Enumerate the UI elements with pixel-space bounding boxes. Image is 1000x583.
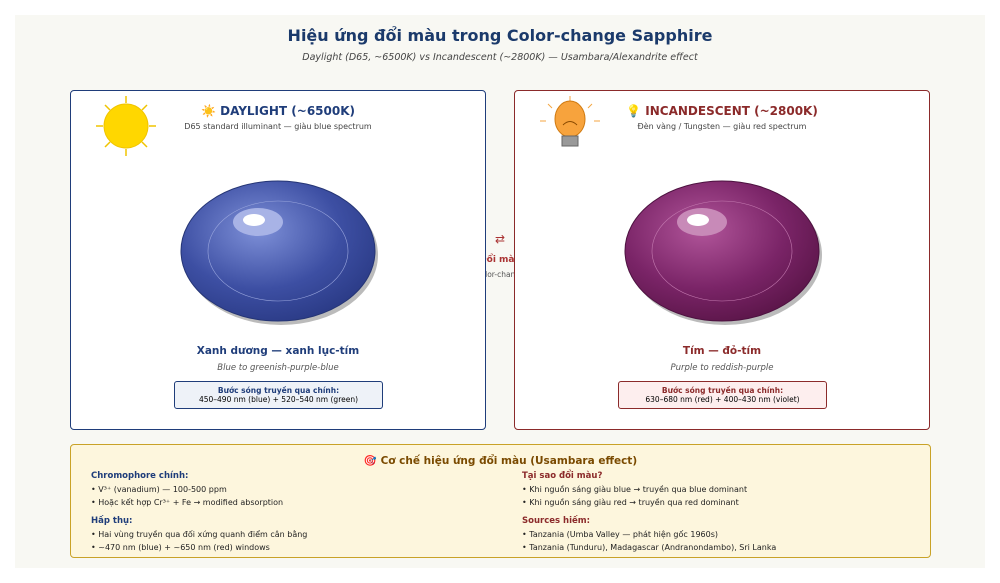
color-english: Blue to greenish-purple-blue xyxy=(217,363,339,373)
box-title: Bước sóng truyền qua chính: xyxy=(217,386,340,395)
swap-sublabel: Color-change xyxy=(475,270,525,279)
bullet-item: V³⁺ (vanadium) — 100-500 ppm xyxy=(91,485,491,494)
daylight-art xyxy=(96,96,378,325)
bullet-item: Hai vùng truyền qua đối xứng quanh điểm … xyxy=(91,530,491,539)
heading: ☀️ DAYLIGHT (~6500K) xyxy=(201,104,355,118)
mechanism-left: Chromophore chính: V³⁺ (vanadium) — 100-5… xyxy=(91,471,491,556)
title: Hiệu ứng đổi màu trong Color-change Sapp… xyxy=(287,26,713,45)
color-name: Xanh dương — xanh lục-tím xyxy=(196,345,360,357)
color-name: Tím — đỏ-tím xyxy=(682,345,762,357)
subheading: Đèn vàng / Tungsten — giàu red spectrum xyxy=(637,122,807,131)
incandescent-art xyxy=(540,96,822,325)
bullet-item: Khi nguồn sáng giàu red → truyền qua red… xyxy=(522,498,922,507)
box-text: 450–490 nm (blue) + 520–540 nm (green) xyxy=(198,395,359,404)
box-text: 630–680 nm (red) + 400–430 nm (violet) xyxy=(645,395,800,404)
daylight-panel: ☀️ DAYLIGHT (~6500K) D65 standard illumi… xyxy=(70,90,486,430)
swap-label: Đổi màu xyxy=(479,255,521,265)
box-title: Bước sóng truyền qua chính: xyxy=(661,386,784,395)
bullet-item: Tanzania (Tunduru), Madagascar (Andranon… xyxy=(522,543,922,552)
section-heading: Sources hiếm: xyxy=(522,516,591,526)
heading: 💡 INCANDESCENT (~2800K) xyxy=(626,104,818,118)
mechanism-right: Tại sao đổi màu? Khi nguồn sáng giàu blue… xyxy=(522,471,922,556)
section-heading: Chromophore chính: xyxy=(91,471,189,481)
bullet-item: Hoặc kết hợp Cr³⁺ + Fe → modified absorp… xyxy=(91,498,491,507)
section-heading: Hấp thụ: xyxy=(91,516,133,526)
bullet-item: Tanzania (Umba Valley — phát hiện gốc 19… xyxy=(522,530,922,539)
mechanism-title: 🎯 Cơ chế hiệu ứng đổi màu (Usambara effe… xyxy=(363,455,638,467)
mechanism-box: 🎯 Cơ chế hiệu ứng đổi màu (Usambara effe… xyxy=(70,444,931,558)
incandescent-panel: 💡 INCANDESCENT (~2800K) Đèn vàng / Tungs… xyxy=(514,90,930,430)
bullet-item: ~470 nm (blue) + ~650 nm (red) windows xyxy=(91,543,491,552)
subheading: D65 standard illuminant — giàu blue spec… xyxy=(184,122,372,131)
section-heading: Tại sao đổi màu? xyxy=(522,471,603,481)
wavelength-box: Bước sóng truyền qua chính: 450–490 nm (… xyxy=(174,381,383,409)
bullet-item: Khi nguồn sáng giàu blue → truyền qua bl… xyxy=(522,485,922,494)
wavelength-box: Bước sóng truyền qua chính: 630–680 nm (… xyxy=(618,381,827,409)
subtitle: Daylight (D65, ~6500K) vs Incandescent (… xyxy=(302,52,698,63)
color-english: Purple to reddish-purple xyxy=(670,363,774,373)
swap-icon: ⇄ xyxy=(494,232,506,246)
